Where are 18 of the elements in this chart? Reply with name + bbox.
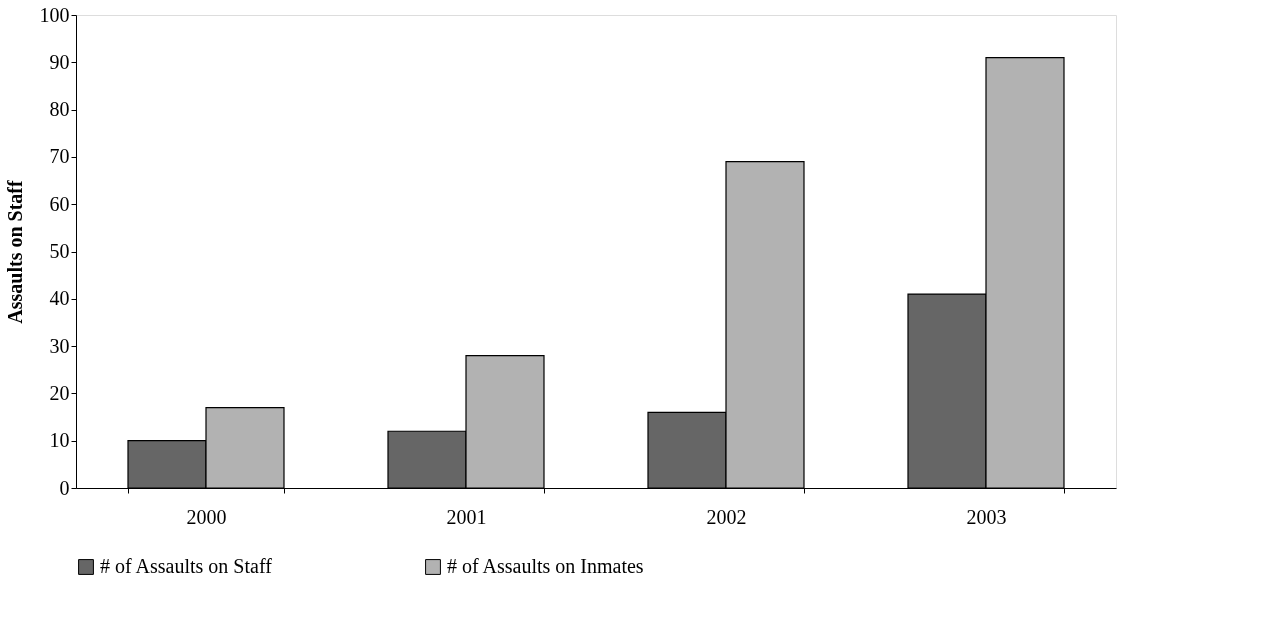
y-tick-label: 0 [59, 476, 70, 499]
x-tick-label: 2002 [706, 505, 747, 528]
y-tick-label: 70 [49, 145, 70, 168]
y-tick-label: 90 [49, 50, 70, 73]
y-axis-title: Assaults on Staff [3, 179, 26, 324]
y-tick-label: 60 [49, 192, 70, 215]
y-tick-label: 80 [49, 98, 70, 121]
y-tick-label: 100 [39, 3, 70, 26]
y-tick-label: 50 [49, 240, 70, 262]
y-tick-label: 10 [49, 429, 70, 452]
legend-label: # of Assaults on Inmates [447, 555, 644, 577]
legend-label: # of Assaults on Staff [100, 555, 273, 577]
x-tick-label: 2001 [446, 505, 487, 528]
y-tick-label: 20 [49, 381, 70, 404]
x-tick-label: 2003 [966, 505, 1007, 528]
y-tick-label: 40 [49, 287, 70, 310]
x-tick-label: 2000 [186, 505, 227, 528]
y-tick-label: 30 [49, 334, 70, 357]
